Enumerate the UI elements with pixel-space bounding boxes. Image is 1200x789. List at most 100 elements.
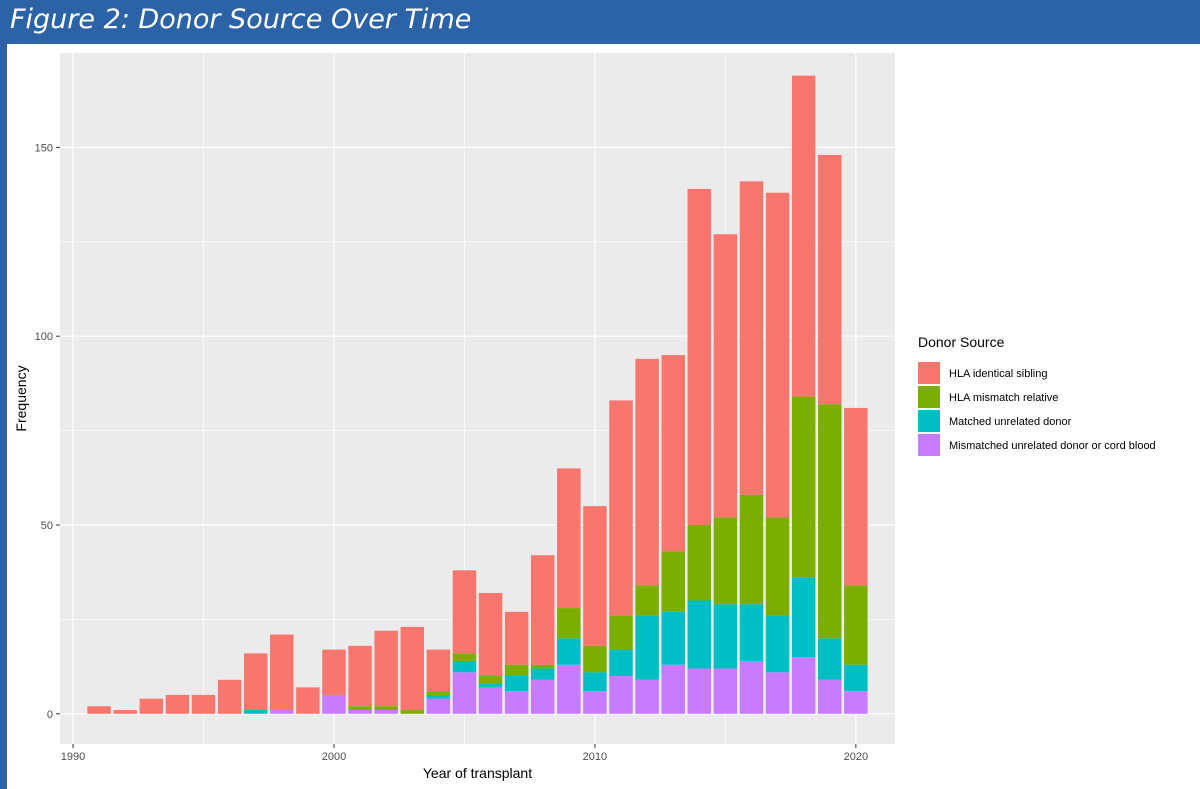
bar-segment — [791, 657, 816, 714]
bar-segment — [374, 710, 398, 714]
bar-segment — [504, 676, 529, 692]
bar-segment — [504, 611, 529, 665]
bar-segment — [426, 694, 451, 699]
bar-segment — [687, 600, 712, 669]
bar-segment — [635, 679, 659, 714]
bar-segment — [557, 468, 581, 609]
bar-segment — [400, 710, 425, 714]
bar-segment — [270, 634, 294, 711]
bar-segment — [661, 355, 685, 552]
bar-segment — [791, 75, 816, 397]
bar-segment — [609, 649, 633, 677]
bar-segment — [165, 694, 190, 714]
bar-segment — [478, 687, 503, 714]
bar-segment — [818, 154, 842, 405]
bar-segment — [818, 638, 842, 680]
bar-segment — [348, 706, 372, 711]
bar-segment — [583, 506, 607, 646]
bar-segment — [791, 577, 816, 658]
legend-swatch — [918, 362, 940, 384]
bar-segment — [557, 608, 581, 639]
y-tick-label: 100 — [35, 331, 53, 343]
bar-segment — [661, 611, 685, 665]
bar-segment — [609, 676, 633, 714]
bar-segment — [243, 710, 268, 714]
bar-segment — [687, 188, 712, 525]
legend-label: HLA mismatch relative — [949, 392, 1058, 404]
bar-segment — [713, 517, 738, 605]
x-axis-title: Year of transplant — [423, 765, 532, 781]
bar-segment — [452, 672, 477, 714]
bar-segment — [635, 358, 659, 586]
legend-label: Mismatched unrelated donor or cord blood — [949, 440, 1156, 452]
bar-segment — [348, 710, 372, 714]
bar-segment — [687, 668, 712, 714]
stacked-bar-chart: 0 50 100 150 1990 2000 2010 2020 Year of transpl… — [13, 53, 1156, 781]
legend-title: Donor Source — [918, 334, 1005, 350]
x-tick-label: 2010 — [583, 751, 607, 763]
bar-segment — [296, 687, 320, 714]
bar-segment — [818, 679, 842, 714]
y-tick-label: 50 — [41, 520, 53, 532]
bar-segment — [557, 638, 581, 665]
bar-segment — [687, 524, 712, 601]
x-tick-label: 1990 — [61, 751, 85, 763]
x-tick-label: 2000 — [322, 751, 346, 763]
plot-area: 0 50 100 150 1990 2000 2010 2020 Year of transpl… — [7, 44, 1200, 789]
bar-segment — [426, 691, 451, 695]
bar-segment — [713, 668, 738, 714]
bar-segment — [661, 551, 685, 612]
bar-segment — [348, 645, 372, 707]
bar-segment — [530, 679, 555, 714]
bar-segment — [530, 664, 555, 669]
bar-segment — [557, 664, 581, 714]
bar-segment — [661, 664, 685, 714]
bar-segment — [426, 698, 451, 714]
legend-swatch — [918, 434, 940, 456]
bar-segment — [844, 585, 868, 665]
y-axis-title: Frequency — [13, 365, 29, 431]
bar-segment — [739, 181, 764, 495]
bar-segment — [713, 604, 738, 669]
bar-segment — [844, 664, 868, 692]
bar-segment — [739, 604, 764, 661]
bar-segment — [765, 672, 790, 714]
y-tick-label: 150 — [35, 142, 53, 154]
bar-segment — [530, 555, 555, 665]
legend-swatch — [918, 410, 940, 432]
bar-segment — [217, 679, 242, 714]
bar-segment — [374, 630, 398, 707]
bar-segment — [713, 234, 738, 518]
bar-segment — [739, 494, 764, 605]
bar-segment — [818, 404, 842, 639]
figure-title: Figure 2: Donor Source Over Time — [10, 4, 472, 35]
bar-segment — [452, 653, 477, 661]
x-tick-label: 2020 — [844, 751, 868, 763]
bar-segment — [609, 615, 633, 650]
bar-segment — [191, 694, 216, 714]
y-tick-label: 0 — [47, 709, 53, 721]
bar-segment — [739, 660, 764, 714]
bar-segment — [844, 691, 868, 714]
bar-segment — [765, 615, 790, 673]
bar-segment — [504, 664, 529, 677]
title-bar: Figure 2: Donor Source Over Time — [0, 0, 1200, 44]
legend-label: Matched unrelated donor — [949, 416, 1072, 428]
bar-segment — [583, 691, 607, 714]
legend-label: HLA identical sibling — [949, 368, 1047, 380]
bar-segment — [322, 649, 346, 695]
bar-segment — [530, 668, 555, 680]
bar-segment — [87, 706, 111, 714]
bar-segment — [139, 698, 164, 714]
bar-segment — [478, 683, 503, 688]
bar-segment — [243, 653, 268, 711]
bar-segment — [452, 660, 477, 673]
bar-segment — [765, 192, 790, 518]
bar-segment — [452, 570, 477, 654]
bar-segment — [609, 400, 633, 616]
legend-swatch — [918, 386, 940, 408]
bar-segment — [765, 517, 790, 616]
bar-segment — [583, 645, 607, 673]
bar-segment — [426, 649, 451, 692]
